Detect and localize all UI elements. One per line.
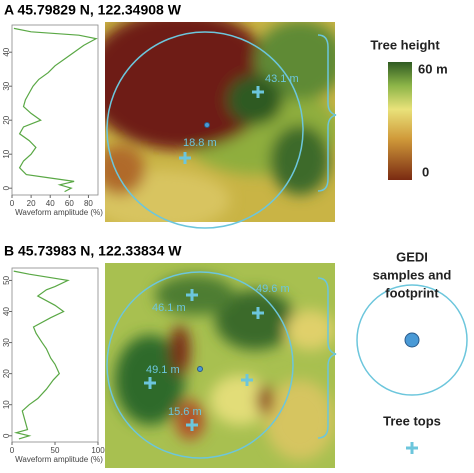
tree-height-label: 49.6 m bbox=[256, 283, 290, 295]
panel-title: B 45.73983 N, 122.33834 W bbox=[4, 243, 182, 259]
tree-top-marker bbox=[186, 289, 198, 301]
tree-height-label: 43.1 m bbox=[265, 73, 299, 85]
y-tick-label: 0 bbox=[2, 433, 11, 438]
tree-height-label: 46.1 m bbox=[152, 302, 186, 314]
gedi-sample bbox=[197, 122, 420, 372]
y-tick-label: 20 bbox=[2, 115, 11, 124]
x-tick-label: 100 bbox=[91, 446, 105, 455]
y-tick-label: 30 bbox=[2, 81, 11, 90]
tree-top-marker bbox=[406, 442, 418, 454]
y-tick-label: 50 bbox=[2, 275, 11, 284]
height-map bbox=[105, 22, 335, 222]
y-tick-label: 40 bbox=[2, 47, 11, 56]
plot-frame bbox=[11, 267, 99, 443]
x-tick-label: 50 bbox=[51, 446, 60, 455]
tree-top-marker bbox=[252, 307, 264, 319]
x-tick-label: 40 bbox=[46, 199, 55, 208]
tree-height-label: 49.1 m bbox=[146, 364, 180, 376]
y-tick-label: 30 bbox=[2, 338, 11, 347]
x-axis-label: Waveform amplitude (%) bbox=[15, 208, 103, 217]
x-tick-label: 60 bbox=[65, 199, 74, 208]
y-tick-label: 10 bbox=[2, 149, 11, 158]
y-tick-label: 10 bbox=[2, 400, 11, 409]
tree-height-label: 18.8 m bbox=[183, 137, 217, 149]
x-tick-label: 20 bbox=[27, 199, 36, 208]
legend-gedi: footprint bbox=[385, 285, 439, 300]
legend-tree-tops: Tree tops bbox=[383, 413, 441, 428]
legend-title: Tree height bbox=[370, 37, 440, 52]
waveform-line bbox=[13, 27, 98, 193]
legend-gedi: GEDI bbox=[396, 249, 428, 264]
legend-min: 0 bbox=[422, 164, 429, 179]
x-tick-label: 0 bbox=[10, 199, 15, 208]
legend-gedi: samples and bbox=[373, 267, 452, 282]
tree-height-label: 15.6 m bbox=[168, 406, 202, 418]
tree-top-marker bbox=[252, 86, 264, 98]
panel-title: A 45.79829 N, 122.34908 W bbox=[4, 2, 182, 18]
tree-top-marker bbox=[144, 377, 156, 389]
footprint bbox=[106, 31, 468, 459]
y-tick-label: 20 bbox=[2, 369, 11, 378]
tree-top-marker bbox=[186, 419, 198, 431]
height-map bbox=[105, 263, 335, 468]
y-tick-label: 40 bbox=[2, 307, 11, 316]
x-axis-label: Waveform amplitude (%) bbox=[15, 455, 103, 464]
tree-top-marker bbox=[179, 152, 191, 164]
tree-top-marker bbox=[241, 374, 253, 386]
x-tick-label: 80 bbox=[84, 199, 93, 208]
legend-max: 60 m bbox=[418, 61, 448, 76]
y-tick-label: 0 bbox=[2, 185, 11, 190]
waveform-line bbox=[13, 270, 70, 440]
color-bar bbox=[388, 62, 412, 180]
x-tick-label: 0 bbox=[10, 446, 15, 455]
plot-frame bbox=[11, 24, 99, 196]
